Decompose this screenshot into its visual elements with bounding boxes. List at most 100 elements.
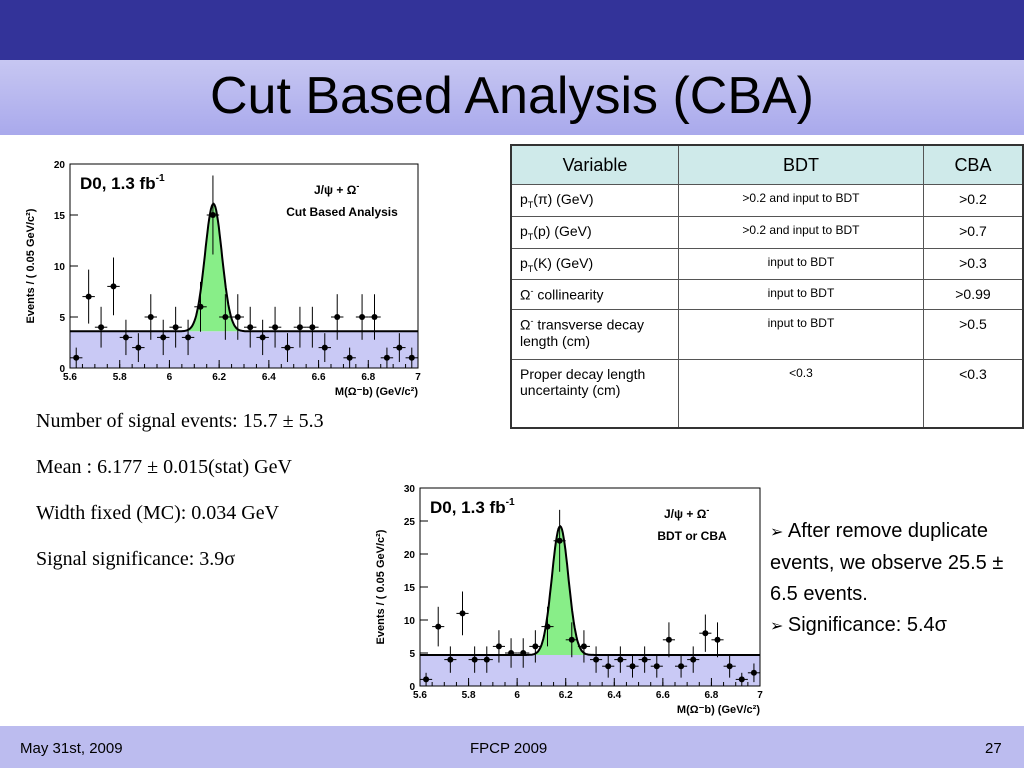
- data-point: [98, 324, 105, 331]
- signal-events-text: Number of signal events: 15.7 ± 5.3: [36, 410, 324, 432]
- y-tick-label: 15: [54, 211, 66, 222]
- data-point: [605, 663, 612, 670]
- bullet-list: ➢ After remove duplicate events, we obse…: [770, 516, 1020, 642]
- x-tick-label: 6.8: [361, 372, 375, 383]
- data-point: [247, 324, 254, 331]
- cell-cba: >0.7: [922, 215, 1024, 249]
- y-tick-label: 5: [59, 313, 65, 324]
- x-tick-label: 5.6: [413, 690, 427, 701]
- x-tick-label: 7: [757, 690, 763, 701]
- data-point: [408, 354, 415, 361]
- x-tick-label: 6.2: [212, 372, 226, 383]
- bullet-item: ➢ After remove duplicate events, we obse…: [770, 516, 1020, 610]
- data-point: [197, 303, 204, 310]
- header-variable: Variable: [510, 144, 679, 185]
- x-tick-label: 6: [167, 372, 173, 383]
- data-point: [383, 354, 390, 361]
- mean-text: Mean : 6.177 ± 0.015(stat) GeV: [36, 456, 292, 478]
- cell-cba: >0.99: [922, 279, 1024, 311]
- data-point: [85, 293, 92, 300]
- x-tick-label: 5.8: [462, 690, 476, 701]
- arrow-bullet-icon: ➢: [770, 618, 788, 635]
- cell-cba: >0.3: [922, 247, 1024, 281]
- cell-variable: pT(π) (GeV): [510, 184, 679, 217]
- bullet-item: ➢ Significance: 5.4σ: [770, 610, 1020, 642]
- x-tick-label: 6.6: [312, 372, 326, 383]
- data-point: [665, 636, 672, 643]
- x-axis-label: M(Ω⁻b) (GeV/c²): [677, 704, 760, 716]
- cell-variable: pT(p) (GeV): [510, 215, 679, 249]
- data-point: [702, 630, 709, 637]
- y-tick-label: 20: [404, 550, 416, 561]
- channel-label: J/ψ + Ω-: [314, 181, 359, 197]
- data-point: [617, 656, 624, 663]
- data-point: [110, 283, 117, 290]
- header-cba: CBA: [922, 144, 1024, 185]
- table-row: Proper decay length uncertainty (cm) <0.…: [510, 359, 1024, 429]
- analysis-label: BDT or CBA: [657, 529, 727, 543]
- bullet-text: Significance: 5.4σ: [787, 614, 947, 636]
- data-point: [629, 663, 636, 670]
- cell-variable: pT(K) (GeV): [510, 247, 679, 281]
- data-point: [135, 344, 142, 351]
- data-point: [185, 334, 192, 341]
- data-point: [359, 314, 366, 320]
- width-text: Width fixed (MC): 0.034 GeV: [36, 502, 280, 524]
- data-point: [459, 610, 466, 617]
- data-point: [556, 537, 563, 544]
- x-tick-label: 6.2: [559, 690, 573, 701]
- footer-page-number: 27: [985, 740, 1002, 757]
- cell-bdt: input to BDT: [678, 309, 924, 361]
- x-tick-label: 6.8: [704, 690, 718, 701]
- data-point: [641, 656, 648, 663]
- data-point: [160, 334, 167, 341]
- data-point: [371, 314, 378, 320]
- data-point: [321, 344, 328, 351]
- analysis-label: Cut Based Analysis: [286, 205, 398, 219]
- data-point: [346, 354, 353, 361]
- channel-label-sup: -: [706, 505, 709, 515]
- data-point: [580, 643, 587, 650]
- x-tick-label: 5.6: [63, 372, 77, 383]
- x-axis-label: M(Ω⁻b) (GeV/c²): [335, 386, 418, 398]
- x-tick-label: 6.4: [262, 372, 276, 383]
- y-axis-label: Events / ( 0.05 GeV/c²): [375, 529, 387, 644]
- data-point: [284, 344, 291, 351]
- y-tick-label: 30: [404, 484, 416, 495]
- data-point: [296, 324, 303, 331]
- y-tick-label: 10: [54, 262, 66, 273]
- cell-variable: Proper decay length uncertainty (cm): [510, 359, 679, 429]
- table-header-row: Variable BDT CBA: [510, 144, 1024, 185]
- footer: May 31st, 2009 FPCP 2009 27: [0, 726, 1024, 768]
- plot-bdt-or-cba: 5.6 5.8 6 6.2 6.4 6.6 6.8 7 0 5 10 15 20 25 30 D0, 1.3 …: [372, 478, 767, 722]
- y-tick-label: 0: [59, 364, 65, 375]
- x-tick-label: 6.4: [607, 690, 621, 701]
- cell-variable: Ω- transverse decay length (cm): [510, 309, 679, 361]
- data-point: [520, 650, 527, 656]
- data-point: [508, 650, 515, 656]
- luminosity-label-sup: -1: [156, 173, 165, 184]
- title-bar: [0, 60, 1024, 135]
- x-tick-label: 5.8: [113, 372, 127, 383]
- plot-cut-based-svg: 5.6 5.8 6 6.2 6.4 6.6 6.8 7 0 5 10 15 20 D0, 1.3 fb-1…: [25, 160, 421, 398]
- channel-label-sup: -: [356, 181, 359, 191]
- y-axis-label: Events / ( 0.05 GeV/c²): [25, 208, 37, 323]
- table-row: Ω- transverse decay length (cm) input to…: [510, 309, 1024, 361]
- cell-cba: >0.5: [922, 309, 1024, 361]
- signal-peak-fill: [532, 526, 589, 655]
- data-point: [423, 676, 430, 683]
- data-point: [396, 344, 403, 351]
- significance-text: Signal significance: 3.9σ: [36, 548, 236, 570]
- top-bar: [0, 0, 1024, 60]
- luminosity-label: D0, 1.3 fb-1: [430, 497, 515, 517]
- data-point: [234, 314, 241, 320]
- data-point: [309, 324, 316, 331]
- luminosity-label: D0, 1.3 fb-1: [80, 173, 165, 193]
- background-band: [70, 331, 418, 368]
- header-bdt: BDT: [678, 144, 924, 185]
- data-point: [435, 623, 442, 630]
- y-tick-label: 25: [404, 517, 416, 528]
- data-point: [471, 656, 478, 663]
- y-tick-label: 10: [404, 616, 416, 627]
- table-row: pT(p) (GeV) >0.2 and input to BDT >0.7: [510, 215, 1024, 249]
